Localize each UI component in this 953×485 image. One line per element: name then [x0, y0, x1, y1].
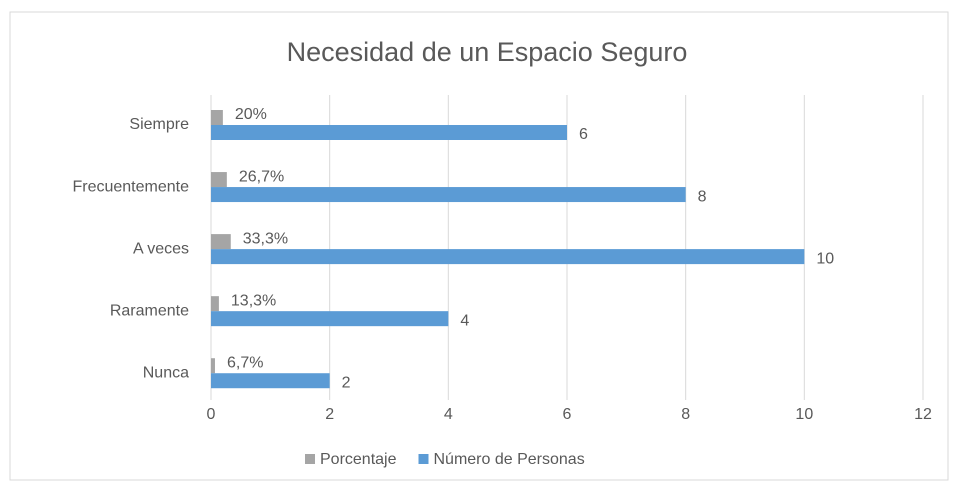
data-label: 8	[698, 188, 707, 205]
x-tick-label: 8	[681, 406, 690, 423]
x-tick-label: 0	[207, 406, 216, 423]
y-tick-label: A veces	[133, 240, 189, 257]
legend-swatch	[418, 454, 429, 464]
data-label: 10	[816, 250, 834, 267]
x-tick-label: 12	[914, 406, 932, 423]
data-label: 4	[460, 312, 469, 329]
data-label: 13,3%	[231, 292, 276, 309]
x-tick-label: 2	[325, 406, 334, 423]
y-tick-label: Nunca	[143, 364, 189, 381]
data-label: 33,3%	[243, 230, 288, 247]
bar	[211, 249, 805, 265]
legend-label: Número de Personas	[434, 451, 585, 468]
y-tick-label: Siempre	[129, 116, 189, 133]
data-label: 2	[342, 374, 351, 391]
data-label: 6	[579, 126, 588, 143]
bar	[211, 311, 449, 327]
legend-label: Porcentaje	[320, 451, 397, 468]
bar	[211, 358, 215, 374]
y-tick-label: Raramente	[110, 302, 189, 319]
bar	[211, 373, 330, 389]
x-tick-label: 10	[795, 406, 813, 423]
x-tick-label: 4	[444, 406, 453, 423]
bar	[211, 234, 231, 250]
bar	[211, 296, 219, 312]
data-label: 26,7%	[239, 168, 284, 185]
bar	[211, 172, 227, 188]
chart-title: Necesidad de un Espacio Seguro	[287, 37, 688, 67]
bar	[211, 125, 567, 140]
data-label: 6,7%	[227, 354, 263, 371]
y-tick-label: Frecuentemente	[72, 178, 189, 195]
bar	[211, 110, 223, 125]
x-tick-label: 6	[563, 406, 572, 423]
bar	[211, 187, 686, 203]
legend-swatch	[305, 454, 315, 464]
chart-frame	[9, 11, 949, 481]
data-label: 20%	[235, 106, 267, 123]
